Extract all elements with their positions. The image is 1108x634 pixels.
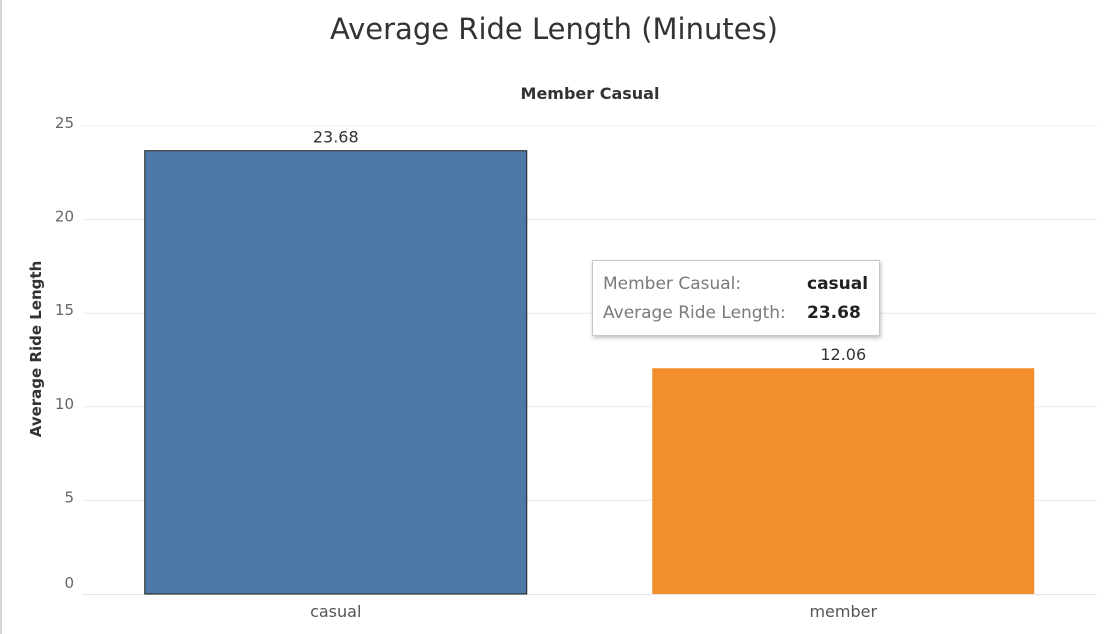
y-tick-label: 15 (55, 301, 74, 319)
tooltip-value-member-casual: casual (807, 274, 869, 294)
x-tick-label-casual: casual (310, 602, 361, 621)
panel-left-edge (0, 0, 2, 634)
data-label-member: 12.06 (820, 345, 866, 364)
y-tick-label: 25 (55, 114, 74, 132)
y-tick-label: 20 (55, 208, 74, 226)
tooltip-value-avg-ride-length: 23.68 (807, 303, 861, 323)
y-tick-label: 5 (64, 488, 74, 506)
column-header: Member Casual (520, 84, 660, 103)
data-label-casual: 23.68 (313, 128, 359, 147)
y-tick-label: 0 (64, 574, 74, 592)
chart-title: Average Ride Length (Minutes) (329, 12, 778, 46)
tooltip-key-member-casual: Member Casual: (603, 274, 742, 294)
tooltip-key-avg-ride-length: Average Ride Length: (603, 303, 786, 323)
tooltip: Member Casual: casual Average Ride Lengt… (592, 260, 880, 336)
bar-member (652, 368, 1035, 594)
x-tick-label-member: member (809, 602, 877, 621)
bar-casual (144, 150, 528, 595)
y-tick-label: 10 (55, 395, 74, 413)
